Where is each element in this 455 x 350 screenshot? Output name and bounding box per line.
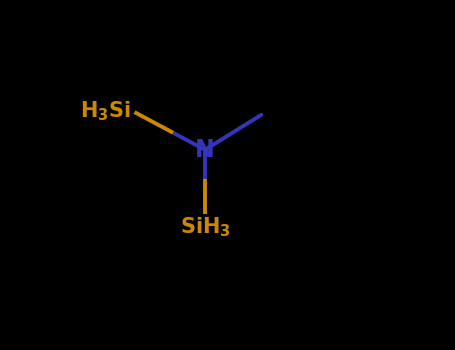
Text: N: N — [195, 138, 215, 162]
Text: $\mathregular{H_3Si}$: $\mathregular{H_3Si}$ — [80, 99, 131, 122]
Text: $\mathregular{SiH_3}$: $\mathregular{SiH_3}$ — [180, 216, 230, 239]
